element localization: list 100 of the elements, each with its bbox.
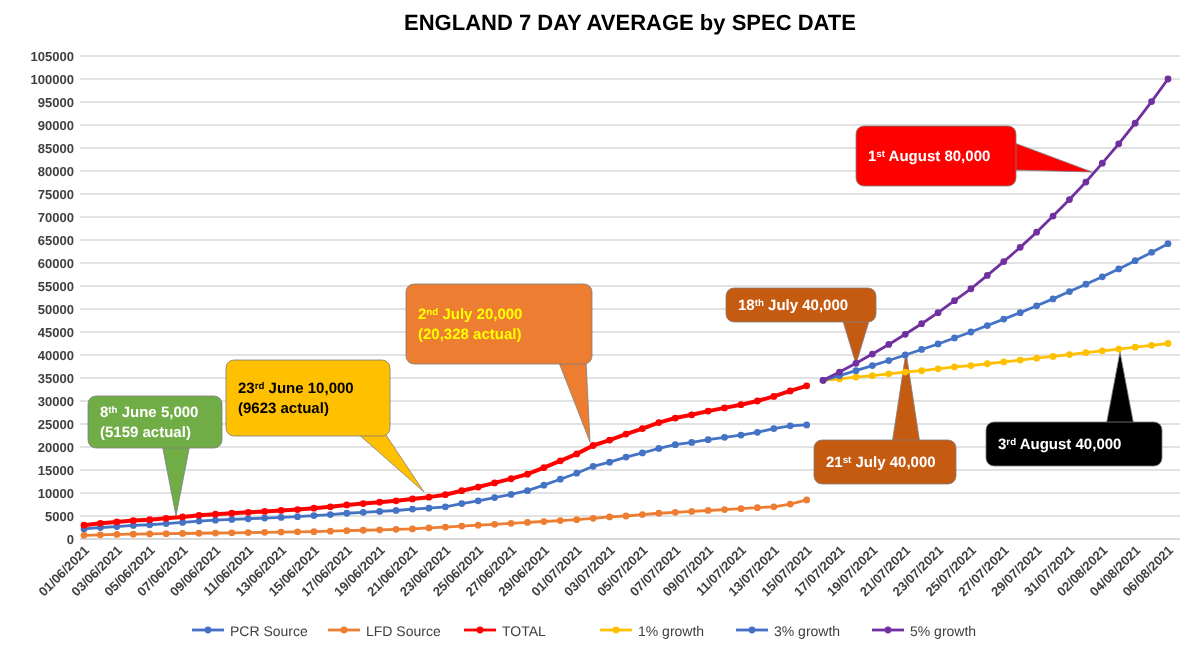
point: [474, 497, 482, 505]
point: [359, 508, 367, 516]
point: [721, 433, 728, 441]
point: [261, 514, 269, 522]
point: [359, 526, 367, 534]
point: [934, 340, 942, 348]
point: [1000, 358, 1008, 366]
point: [885, 357, 893, 364]
point: [1164, 240, 1172, 248]
point: [376, 526, 384, 534]
point: [244, 529, 252, 536]
point: [704, 436, 712, 444]
point: [359, 500, 367, 507]
point: [983, 272, 991, 279]
point: [918, 367, 926, 375]
point: [458, 487, 466, 495]
point: [786, 500, 794, 508]
point: [491, 494, 498, 501]
point: [606, 458, 613, 466]
point: [425, 524, 433, 532]
point: [852, 373, 860, 381]
point: [1049, 295, 1057, 303]
point: [737, 505, 745, 513]
point: [1098, 347, 1106, 355]
point: [277, 514, 285, 521]
point: [244, 515, 252, 523]
point: [754, 428, 761, 436]
point: [901, 330, 909, 338]
point: [146, 516, 154, 524]
point: [852, 359, 860, 367]
point: [129, 517, 137, 524]
point: [983, 360, 991, 368]
point: [951, 363, 958, 371]
point: [392, 497, 400, 505]
point: [688, 439, 696, 446]
point: [1148, 341, 1155, 349]
point: [622, 430, 630, 438]
point: [770, 503, 778, 511]
point: [1115, 140, 1123, 148]
point: [803, 382, 811, 390]
point: [622, 512, 630, 520]
point: [474, 521, 482, 529]
point: [343, 509, 351, 517]
point: [885, 341, 893, 348]
point: [458, 522, 466, 530]
point: [113, 518, 121, 526]
point: [195, 517, 203, 525]
point: [1033, 302, 1040, 310]
point: [556, 517, 564, 524]
point: [244, 508, 252, 516]
point: [967, 328, 975, 336]
point: [671, 508, 679, 516]
point: [524, 519, 531, 526]
point: [754, 504, 761, 512]
point: [622, 453, 630, 461]
point: [983, 322, 991, 329]
point: [1164, 75, 1172, 83]
point: [162, 530, 170, 538]
point: [326, 527, 334, 535]
point: [326, 511, 334, 518]
point: [212, 516, 219, 524]
point: [179, 513, 186, 521]
point: [1033, 354, 1040, 362]
point: [1000, 315, 1008, 323]
point: [441, 523, 449, 531]
point: [294, 506, 301, 513]
point: [179, 519, 186, 526]
point: [1131, 257, 1139, 265]
point: [1098, 273, 1106, 281]
point: [212, 510, 219, 518]
point: [951, 297, 958, 305]
point: [326, 503, 334, 511]
point: [540, 481, 548, 489]
point: [655, 419, 663, 426]
point: [951, 334, 958, 342]
point: [639, 449, 646, 457]
point: [671, 441, 679, 449]
point: [1066, 196, 1073, 203]
point: [967, 285, 975, 293]
point: [113, 531, 121, 538]
point: [1082, 280, 1090, 288]
point: [441, 491, 449, 499]
point: [589, 462, 597, 470]
point: [507, 491, 515, 498]
point: [639, 511, 646, 518]
point: [1016, 309, 1024, 317]
point: [162, 514, 170, 522]
point: [573, 469, 581, 477]
point: [573, 450, 581, 458]
point: [1115, 265, 1123, 273]
point: [146, 530, 154, 538]
point: [491, 520, 498, 528]
point: [97, 519, 104, 527]
point: [556, 457, 564, 465]
point: [639, 425, 646, 432]
point: [540, 518, 548, 525]
point: [803, 421, 811, 429]
point: [294, 528, 301, 536]
point: [1049, 212, 1057, 220]
point: [392, 507, 400, 514]
